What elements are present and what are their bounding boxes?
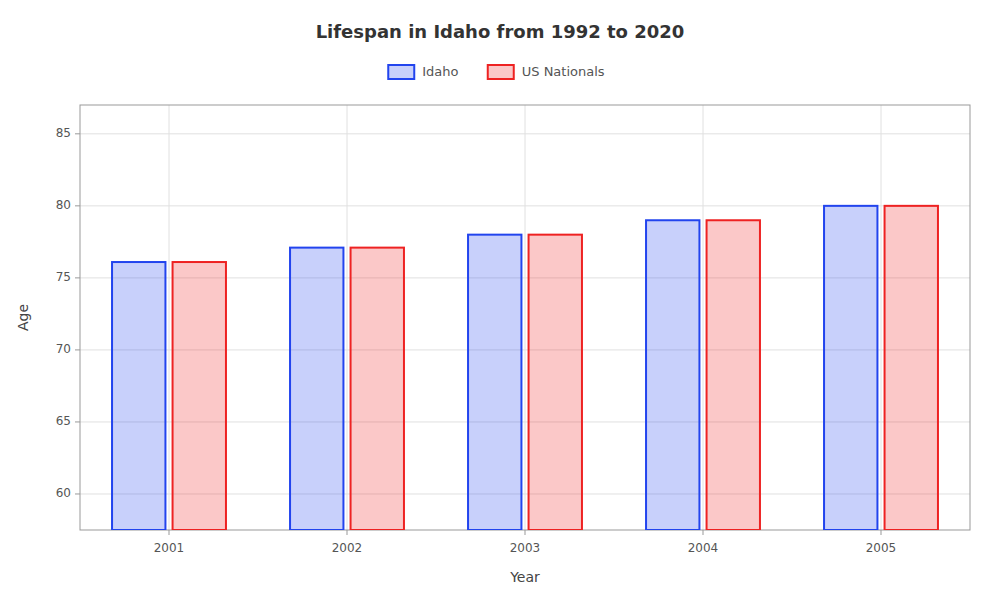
bar (290, 248, 343, 530)
y-tick-label: 70 (56, 342, 71, 356)
y-tick (75, 493, 80, 494)
x-tick-label: 2003 (510, 541, 541, 555)
plot-frame (80, 105, 970, 530)
x-grid-line (525, 105, 526, 530)
legend-swatch (488, 65, 514, 79)
y-tick-label: 75 (56, 270, 71, 284)
grid (80, 105, 970, 530)
bar (646, 220, 699, 530)
x-grid-line (881, 105, 882, 530)
y-tick (75, 205, 80, 206)
legend-swatch (388, 65, 414, 79)
legend: Idaho US Nationals (388, 64, 605, 80)
x-tick-label: 2005 (866, 541, 897, 555)
y-axis: 60 65 70 75 80 85 (56, 126, 80, 500)
legend-label: US Nationals (522, 64, 605, 79)
y-tick (75, 277, 80, 278)
y-tick-label: 60 (56, 486, 71, 500)
x-tick (169, 530, 170, 535)
x-tick (525, 530, 526, 535)
bar (707, 220, 760, 530)
y-tick (75, 421, 80, 422)
bar (529, 235, 582, 530)
y-tick-label: 65 (56, 414, 71, 428)
y-tick (75, 133, 80, 134)
x-tick (703, 530, 704, 535)
x-tick-label: 2002 (332, 541, 363, 555)
legend-label: Idaho (422, 64, 458, 79)
x-grid-line (169, 105, 170, 530)
bar (351, 248, 404, 530)
y-tick-label: 80 (56, 198, 71, 212)
x-tick-label: 2004 (688, 541, 719, 555)
y-tick-label: 85 (56, 126, 71, 140)
bar (173, 262, 226, 530)
y-axis-label: Age (15, 304, 31, 331)
bar (468, 235, 521, 530)
bars (112, 206, 938, 530)
y-tick (75, 349, 80, 350)
x-tick (347, 530, 348, 535)
bar (885, 206, 938, 530)
bar (112, 262, 165, 530)
title: Lifespan in Idaho from 1992 to 2020 (316, 21, 685, 42)
x-tick (881, 530, 882, 535)
x-grid-line (347, 105, 348, 530)
chart-container: 60 65 70 75 80 85 2001 2002 2003 2004 2005 Year Age L… (0, 0, 1000, 600)
x-tick-label: 2001 (154, 541, 185, 555)
chart-svg: 60 65 70 75 80 85 2001 2002 2003 2004 2005 Year Age L… (0, 0, 1000, 600)
x-axis: 2001 2002 2003 2004 2005 (154, 530, 897, 555)
x-axis-label: Year (509, 569, 540, 585)
bar (824, 206, 877, 530)
x-grid-line (703, 105, 704, 530)
